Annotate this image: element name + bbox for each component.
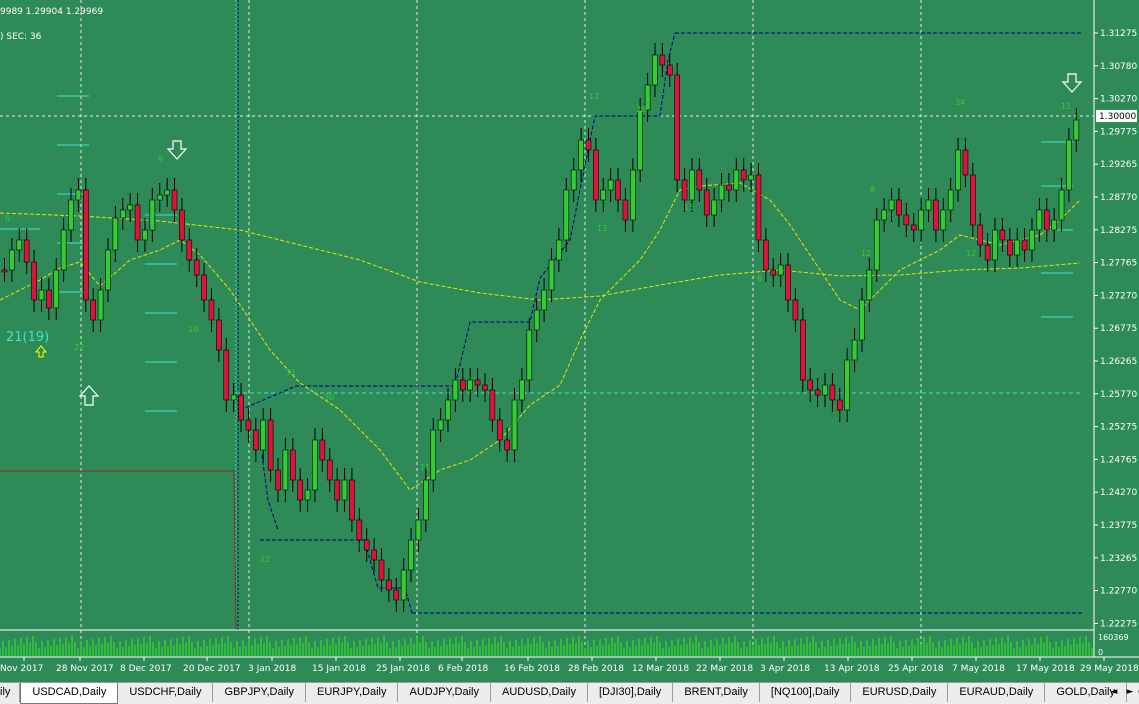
price-readout: 9989 1.29904 1.29969 — [0, 7, 103, 17]
count-label: 6 — [558, 241, 563, 250]
count-label: 6 — [757, 274, 762, 283]
time-tick-label: 28 Nov 2017 — [56, 664, 114, 674]
up-arrow-icon — [78, 385, 100, 406]
count-label: 15 — [684, 203, 694, 212]
time-tick-label: 3 Apr 2018 — [760, 664, 810, 674]
vertical-gridlines — [80, 0, 922, 656]
symbol-tab[interactable]: EURAUD,Daily — [948, 683, 1046, 702]
count-label: 13 — [597, 224, 607, 233]
count-label: 22 — [260, 555, 270, 564]
symbol-tab[interactable]: BRENT,Daily — [673, 683, 760, 702]
time-tick-label: 20 Dec 2017 — [183, 664, 241, 674]
count-label: 8 — [870, 185, 875, 194]
time-tick-label: 8 Dec 2017 — [120, 664, 172, 674]
price-tick-label: 1.23265 — [1100, 554, 1137, 564]
symbol-tab[interactable]: [DJI30],Daily — [588, 683, 674, 702]
tab-prev-button[interactable]: ◄ — [1110, 687, 1118, 697]
price-chart[interactable]: 9 6 10 22 22 11 30 12 12 13 26 15 6 6 8 12 34 11 11 21(19)… — [0, 0, 1139, 682]
price-tick-label: 1.24270 — [1100, 488, 1137, 498]
candlestick-series — [1, 43, 1080, 612]
time-axis: Nov 2017 28 Nov 2017 8 Dec 2017 20 Dec 2017… — [0, 657, 1139, 674]
price-tick-label: 1.25770 — [1100, 390, 1137, 400]
time-tick-label: 15 Jan 2018 — [312, 664, 366, 674]
symbol-tab[interactable]: AUDJPY,Daily — [398, 683, 491, 702]
count-label: 12 — [589, 92, 599, 101]
indicator-label: 21(19) — [6, 330, 49, 345]
time-tick-label: 7 May 2018 — [952, 664, 1005, 674]
count-label: 12 — [966, 249, 976, 258]
price-tick-label: 1.26775 — [1100, 324, 1137, 334]
price-tick-label: 1.29265 — [1100, 160, 1137, 170]
price-tick-label: 1.28770 — [1100, 193, 1137, 203]
time-tick-label: 17 May 2018 — [1016, 664, 1075, 674]
price-tick-label: 1.30780 — [1100, 62, 1137, 72]
symbol-tab[interactable]: USDCAD,Daily — [20, 683, 119, 704]
time-tick-label: 6 Feb 2018 — [438, 664, 489, 674]
time-tick-label: 29 May 2018 — [1080, 664, 1139, 674]
count-label: 22 — [74, 343, 84, 352]
symbol-tab[interactable]: GOLD,Daily — [1045, 683, 1127, 702]
time-tick-label: 12 Mar 2018 — [632, 664, 689, 674]
symbol-tab[interactable]: [NQ100],Daily — [760, 683, 852, 702]
count-label: 11 — [1061, 102, 1071, 111]
symbol-tab[interactable]: AUDUSD,Daily — [491, 683, 588, 702]
time-tick-label: 22 Mar 2018 — [696, 664, 753, 674]
symbol-tab[interactable]: EURUSD,Daily — [851, 683, 949, 702]
level-marks — [0, 95, 1073, 412]
current-price-marker — [1096, 110, 1137, 122]
price-tick-label: 1.22275 — [1100, 619, 1137, 629]
time-tick-label: 25 Jan 2018 — [376, 664, 430, 674]
price-tick-label: 1.26265 — [1100, 357, 1137, 367]
symbol-tab[interactable]: EURJPY,Daily — [306, 683, 399, 702]
time-tick-label: 28 Feb 2018 — [568, 664, 624, 674]
price-tick-label: 1.22770 — [1100, 587, 1137, 597]
count-label: 26 — [636, 105, 646, 114]
count-label: 11 — [420, 463, 430, 472]
price-tick-label: 1.28275 — [1100, 226, 1137, 236]
tab-next-button[interactable]: ► — [1126, 687, 1134, 697]
price-tick-label: 1.27765 — [1100, 259, 1137, 269]
ma-slow — [0, 212, 1081, 301]
volume-min-label: 0 — [1098, 648, 1103, 657]
price-axis: 1.31275 1.30780 1.30270 1.29775 1.29265 1.287… — [1094, 29, 1137, 629]
time-tick-label: 25 Apr 2018 — [888, 664, 944, 674]
chart-tab-bar: ily USDCAD,Daily USDCHF,Daily GBPJPY,Daily E… — [0, 682, 1139, 704]
up-arrow-icon — [34, 345, 48, 358]
price-tick-label: 1.31275 — [1100, 29, 1137, 39]
count-label: 30 — [324, 393, 334, 402]
symbol-tab[interactable]: USDCHF,Daily — [118, 683, 214, 702]
down-arrow-icon — [1061, 73, 1083, 93]
down-arrow-icon — [166, 140, 188, 160]
volume-max-label: 160369 — [1098, 633, 1129, 642]
price-tick-label: 1.27270 — [1100, 291, 1137, 301]
volume-histogram — [0, 636, 1093, 656]
time-tick-label: 13 Apr 2018 — [824, 664, 880, 674]
count-label: 6 — [5, 214, 10, 223]
bar-count-labels: 9 6 10 22 22 11 30 12 12 13 26 15 6 6 8 12 34 11 11 — [5, 92, 1071, 564]
price-tick-label: 1.23775 — [1100, 521, 1137, 531]
time-tick-label: Nov 2017 — [0, 664, 43, 674]
price-tick-label: 1.29775 — [1100, 127, 1137, 137]
count-label: 9 — [158, 155, 163, 164]
time-tick-label: 3 Jan 2018 — [248, 664, 296, 674]
count-label: 12 — [861, 249, 871, 258]
count-label: 10 — [188, 325, 198, 334]
price-tick-label: 1.30270 — [1100, 95, 1137, 105]
count-label: 34 — [955, 98, 965, 107]
time-tick-label: 16 Feb 2018 — [504, 664, 560, 674]
seconds-readout: ) SEC: 36 — [0, 32, 42, 42]
symbol-tab[interactable]: ily — [0, 683, 21, 702]
price-tick-label: 1.25275 — [1100, 423, 1137, 433]
price-tick-label: 1.24765 — [1100, 455, 1137, 465]
symbol-tab[interactable]: GBPJPY,Daily — [213, 683, 306, 702]
count-label: 11 — [286, 368, 296, 377]
current-price-label: 1.30000 — [1099, 112, 1136, 122]
ma-fast — [0, 182, 1081, 491]
